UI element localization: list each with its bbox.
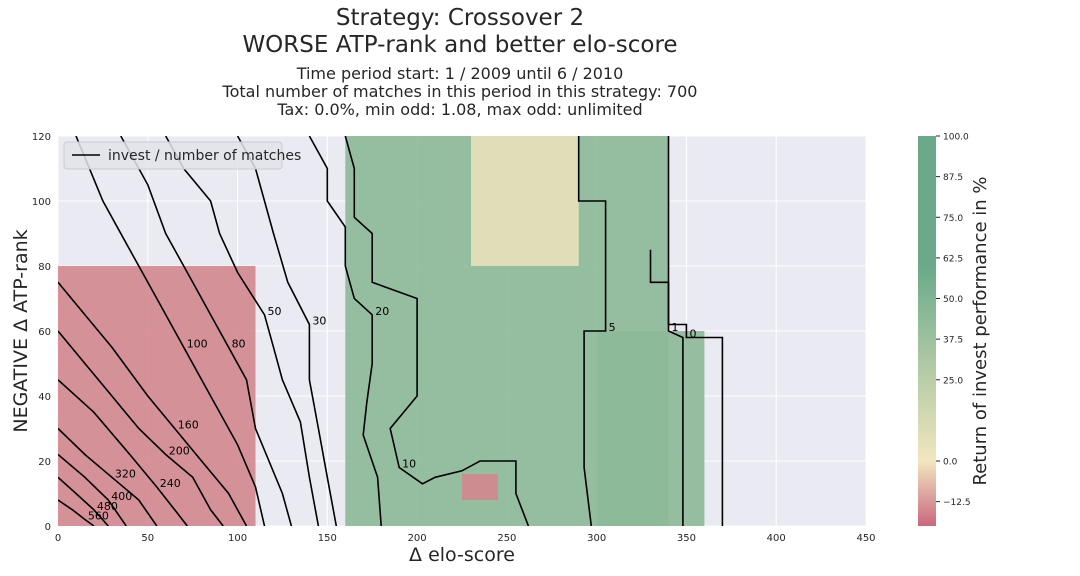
legend-entry-invest: invest / number of matches bbox=[108, 148, 301, 164]
contour-line bbox=[165, 136, 320, 526]
y-tick-label: 40 bbox=[38, 392, 51, 403]
x-tick-label: 150 bbox=[318, 533, 337, 544]
legend-box bbox=[63, 141, 283, 170]
colorbar-gradient bbox=[918, 136, 936, 526]
contour-line bbox=[344, 136, 530, 526]
x-axis-label: Δ elo-score bbox=[409, 544, 515, 566]
x-tick-label: 350 bbox=[677, 533, 696, 544]
contour-line bbox=[649, 249, 684, 526]
contour-label: 320 bbox=[115, 467, 136, 480]
colorbar-tick-label: 75.0 bbox=[943, 214, 963, 224]
colorbar-tick-label: 37.5 bbox=[943, 336, 963, 346]
contour-label: 100 bbox=[187, 337, 208, 350]
colorbar-tick-label: 25.0 bbox=[943, 376, 963, 386]
y-tick-label: 100 bbox=[32, 197, 51, 208]
contour-label: 160 bbox=[178, 419, 199, 432]
colorbar-tick-label: −12.5 bbox=[943, 498, 971, 508]
contour-line bbox=[58, 499, 95, 526]
colorbar-ticks: 100.0 87.5 75.0 62.5 50.0 37.5 25.0 0.0 −12.5 bbox=[936, 133, 971, 508]
contour-line bbox=[58, 379, 188, 526]
contour-label: 400 bbox=[111, 490, 132, 503]
contour-line bbox=[58, 281, 248, 526]
x-tick-label: 450 bbox=[856, 533, 875, 544]
x-tick-label: 0 bbox=[55, 533, 61, 544]
legend: invest / number of matches bbox=[63, 141, 301, 170]
colorbar-tick-label: 87.5 bbox=[943, 173, 963, 183]
heatmap-region bbox=[462, 474, 498, 500]
colorbar-label: Return of invest performance in % bbox=[970, 176, 991, 485]
heatmap-region bbox=[596, 331, 705, 526]
contour-label: 1 bbox=[671, 321, 678, 334]
contour-line bbox=[58, 476, 109, 526]
contour-label: 480 bbox=[97, 500, 118, 513]
contour-label: 0 bbox=[689, 328, 696, 341]
chart-title-line-1: Strategy: Crossover 2 bbox=[335, 5, 585, 31]
x-tick-label: 250 bbox=[497, 533, 516, 544]
y-tick-label: 20 bbox=[38, 457, 51, 468]
y-tick-label: 80 bbox=[38, 262, 51, 273]
contour-line bbox=[120, 136, 293, 526]
contour-label: 10 bbox=[402, 458, 416, 471]
y-tick-label: 60 bbox=[38, 327, 51, 338]
contour-line bbox=[58, 330, 224, 526]
contour-label: 20 bbox=[375, 305, 389, 318]
y-tick-label: 0 bbox=[45, 522, 51, 533]
contour-line bbox=[236, 136, 338, 526]
contour-label: 560 bbox=[88, 510, 109, 523]
contour-label: 5 bbox=[609, 321, 616, 334]
heatmap-regions bbox=[58, 136, 705, 526]
contour-label: 80 bbox=[232, 337, 246, 350]
x-axis-ticks: 0 50 100 150 200 250 300 350 400 450 bbox=[55, 533, 876, 544]
y-axis-label: NEGATIVE Δ ATP-rank bbox=[10, 229, 32, 432]
contour-lines bbox=[58, 136, 724, 526]
chart-title-line-2: WORSE ATP-rank and better elo-score bbox=[242, 32, 678, 58]
contour-line bbox=[58, 453, 127, 526]
contour-label: 50 bbox=[267, 305, 281, 318]
x-tick-label: 50 bbox=[141, 533, 154, 544]
colorbar-tick-label: 0.0 bbox=[943, 458, 958, 468]
colorbar: 100.0 87.5 75.0 62.5 50.0 37.5 25.0 0.0 −12.5 Re… bbox=[918, 133, 991, 526]
y-axis-ticks: 0 20 40 60 80 100 120 bbox=[32, 132, 51, 533]
x-tick-label: 100 bbox=[228, 533, 247, 544]
y-tick-label: 120 bbox=[32, 132, 51, 143]
colorbar-tick-label: 62.5 bbox=[943, 254, 963, 264]
chart-subtitle-line-2: Total number of matches in this period i… bbox=[222, 82, 698, 101]
colorbar-tick-label: 100.0 bbox=[943, 133, 969, 143]
contour-line bbox=[308, 136, 382, 526]
chart-subtitle-line-1: Time period start: 1 / 2009 until 6 / 20… bbox=[296, 64, 624, 83]
contour-label: 30 bbox=[312, 315, 326, 328]
chart-subtitle-line-3: Tax: 0.0%, min odd: 1.08, max odd: unlim… bbox=[277, 100, 643, 119]
contour-line bbox=[58, 427, 158, 526]
heatmap-region bbox=[470, 136, 579, 266]
x-tick-label: 300 bbox=[587, 533, 606, 544]
colorbar-tick-label: 50.0 bbox=[943, 295, 963, 305]
contour-line bbox=[75, 136, 266, 526]
contour-label: 240 bbox=[160, 477, 181, 490]
x-tick-label: 200 bbox=[408, 533, 427, 544]
x-tick-label: 400 bbox=[767, 533, 786, 544]
contour-label: 200 bbox=[169, 445, 190, 458]
contour-line bbox=[577, 136, 607, 526]
